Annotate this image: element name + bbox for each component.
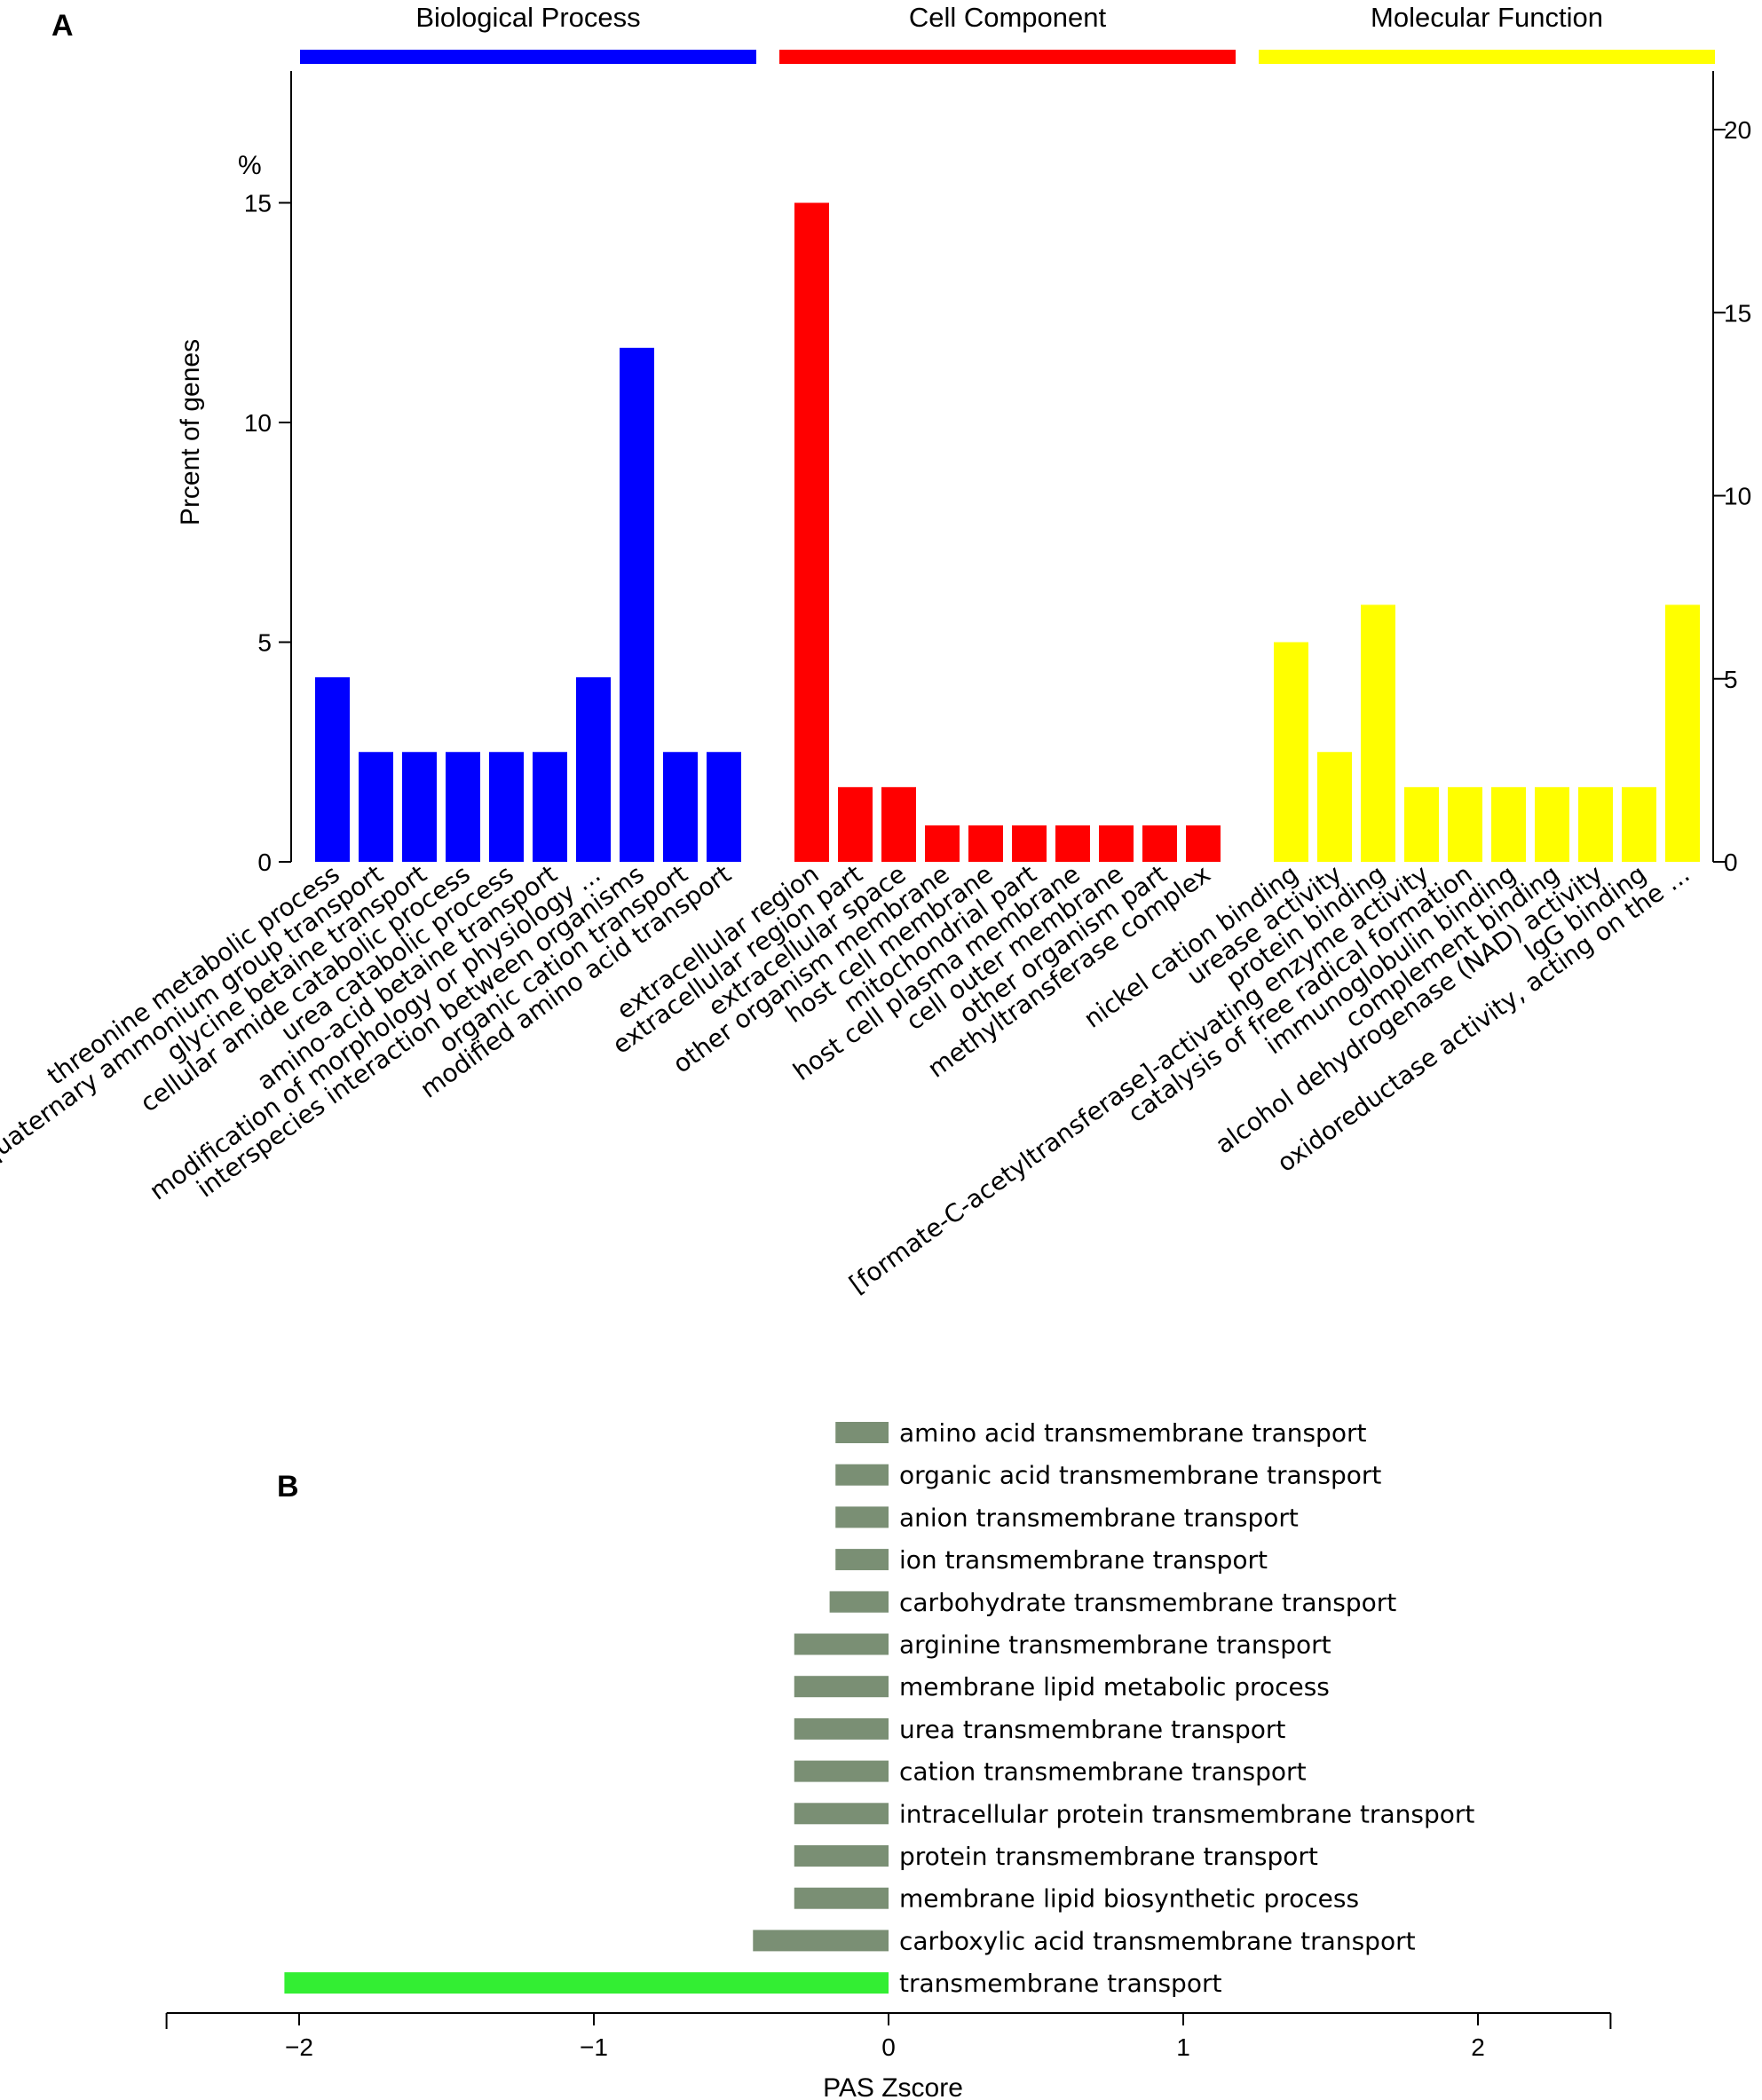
bar-urease-activity	[1317, 752, 1352, 862]
bar-interspecies-interaction-between-organisms	[620, 347, 654, 863]
y-tick-label-right: 5	[1724, 666, 1738, 693]
bar-organic-cation-transport	[663, 752, 698, 862]
group-header-bar	[779, 50, 1236, 64]
bar-alcohol-dehydrogenase-nad-activity	[1578, 786, 1613, 862]
panel-a-ylabel: Prcent of genes	[176, 339, 205, 525]
bar-protein-binding	[1361, 604, 1395, 862]
y-tick-label-right: 0	[1724, 849, 1738, 876]
bar-other-organism-membrane	[925, 825, 960, 862]
y-tick-label-left: 5	[257, 629, 272, 657]
y-tick-label-right: 15	[1724, 299, 1751, 327]
panel-b-xlabel: PAS Zscore	[823, 2073, 963, 2100]
bar-label: arginine transmembrane transport	[899, 1630, 1331, 1660]
bar-extracellular-space	[881, 786, 916, 862]
bar-transmembrane-transport	[284, 1972, 889, 1994]
bar-label: membrane lipid metabolic process	[899, 1672, 1330, 1701]
y-tick-label-right: 10	[1724, 483, 1751, 510]
bar-label: intracellular protein transmembrane tran…	[899, 1799, 1474, 1828]
bar-amino-acid-betaine-transport	[533, 752, 567, 862]
x-tick-label: 2	[1471, 2033, 1485, 2061]
bar-methyltransferase-complex	[1186, 825, 1221, 862]
bar-label: membrane lipid biosynthetic process	[899, 1884, 1359, 1914]
bar-label: transmembrane transport	[899, 1969, 1221, 1998]
x-tick-label: −1	[580, 2033, 608, 2061]
bar-ion-transmembrane-transport	[835, 1549, 889, 1571]
bar-oxidoreductase-activity-acting-on-the	[1665, 604, 1700, 862]
bar-amino-acid-transmembrane-transport	[835, 1422, 889, 1443]
bar-label: ion transmembrane transport	[899, 1545, 1268, 1575]
panel-a-unit: %	[238, 151, 262, 180]
bar-glycine-betaine-transport	[402, 752, 437, 862]
y-tick-label-left: 0	[257, 849, 272, 876]
bar-label: protein transmembrane transport	[899, 1842, 1318, 1871]
bar-cellular-amide-catabolic-process	[446, 752, 480, 862]
bar-urea-catabolic-process	[489, 752, 524, 862]
group-header-bar	[1259, 50, 1715, 64]
bar-nickel-cation-binding	[1274, 642, 1308, 862]
bar-label: anion transmembrane transport	[899, 1503, 1299, 1532]
group-header-label: Molecular Function	[1371, 2, 1603, 33]
bar-complement-binding	[1535, 786, 1569, 862]
bar-organic-acid-transmembrane-transport	[835, 1464, 889, 1486]
y-tick-label-right: 20	[1724, 116, 1751, 144]
bar-carboxylic-acid-transmembrane-transport	[753, 1930, 889, 1952]
panel-b-label: B	[277, 1470, 299, 1504]
bar-catalysis-of-free-radical-formation	[1448, 786, 1482, 862]
bar-arginine-transmembrane-transport	[794, 1633, 889, 1655]
bar-cation-transmembrane-transport	[794, 1760, 889, 1782]
x-tick-label: 0	[881, 2033, 896, 2061]
y-tick-label-left: 10	[244, 409, 272, 437]
bar-quaternary-ammonium-group-transport	[359, 752, 393, 862]
bar-immunoglobulin-binding	[1491, 786, 1526, 862]
bar-extracellular-region	[794, 202, 829, 862]
bar-membrane-lipid-biosynthetic-process	[794, 1887, 889, 1909]
bar-formate-c-acetyltransferase-activating-enzyme-activity	[1404, 786, 1439, 862]
bar-label: carboxylic acid transmembrane transport	[899, 1926, 1416, 1955]
bar-label: organic acid transmembrane transport	[899, 1461, 1381, 1490]
bar-threonine-metabolic-process	[315, 677, 350, 862]
bar-other-organism-part	[1142, 825, 1177, 862]
bar-label: cation transmembrane transport	[899, 1757, 1307, 1787]
bar-cell-outer-membrane	[1099, 825, 1134, 862]
bar-intracellular-protein-transmembrane-transport	[794, 1803, 889, 1825]
group-header-label: Cell Component	[909, 2, 1107, 33]
bar-carbohydrate-transmembrane-transport	[829, 1591, 889, 1613]
group-header-label: Biological Process	[415, 2, 640, 33]
bar-igg-binding	[1622, 786, 1656, 862]
bar-urea-transmembrane-transport	[794, 1717, 889, 1740]
y-tick-label-left: 15	[244, 190, 272, 217]
bar-modified-amino-acid-transport	[707, 752, 741, 862]
panel-a-label: A	[51, 9, 74, 43]
bar-label: amino acid transmembrane transport	[899, 1418, 1366, 1448]
bar-membrane-lipid-metabolic-process	[794, 1676, 889, 1698]
bar-label: urea transmembrane transport	[899, 1715, 1285, 1744]
bar-host-cell-plasma-membrane	[1055, 825, 1090, 862]
bar-host-cell-membrane	[968, 825, 1003, 862]
x-tick-label: −2	[285, 2033, 313, 2061]
bar-label: carbohydrate transmembrane transport	[899, 1588, 1396, 1617]
x-tick-label: 1	[1176, 2033, 1190, 2061]
bar-anion-transmembrane-transport	[835, 1506, 889, 1528]
bar-modification-of-morphology-or-physiology	[576, 677, 611, 862]
bar-extracellular-region-part	[838, 786, 873, 862]
bar-mitochondrial-part	[1012, 825, 1047, 862]
panel-b-chart: −2 −1 0 1 2 amino acid transmembrane transpor…	[165, 1418, 1612, 2061]
group-header-bar	[300, 50, 756, 64]
bar-protein-transmembrane-transport	[794, 1845, 889, 1867]
